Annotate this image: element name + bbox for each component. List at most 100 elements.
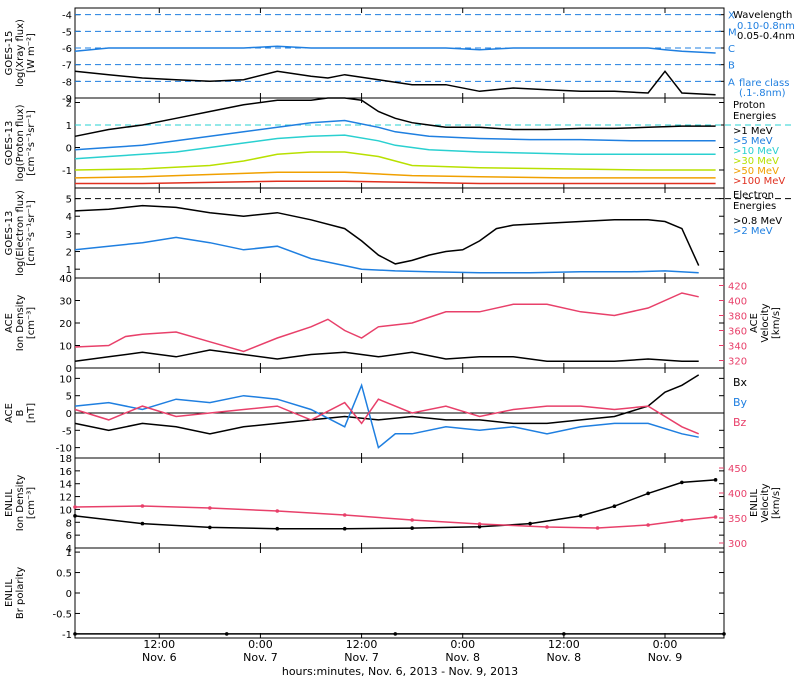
series-line [74, 171, 716, 179]
x-tick-date-label: Nov. 7 [243, 651, 278, 664]
y-axis-label: ENLIL [4, 489, 15, 517]
y-tick-label: 10 [59, 374, 72, 385]
x-tick-date-label: Nov. 7 [344, 651, 379, 664]
panel-goes15-xray: -9 -8 -7 -6 -5 -4 GOES-15 log(Xray flux) [W m⁻²]… [4, 7, 795, 105]
y-axis-right-label: ENLIL [749, 489, 760, 517]
panel-goes13-proton: -1 0 1 2 GOES-13 log(Proton flux) [cm⁻²s⁻¹sr⁻¹… [4, 97, 794, 189]
data-point [208, 525, 212, 530]
y-tick-label: 30 [59, 297, 72, 308]
data-point [342, 513, 347, 517]
series-line [74, 374, 700, 435]
legend-entry: >50 MeV [733, 166, 779, 177]
y-tick-label: 18 [59, 454, 72, 465]
y-axis-label: GOES-13 [4, 211, 15, 256]
series-line [74, 70, 716, 96]
x-tick-label: 0:00 [653, 638, 678, 651]
series-line [74, 119, 716, 151]
y-right-tick-label: 400 [728, 489, 747, 500]
y-axis-label: GOES-15 [4, 31, 15, 76]
flare-class-label: B [728, 61, 735, 72]
x-tick-date-label: Nov. 8 [445, 651, 480, 664]
y-axis-label: [cm⁻³] [26, 307, 37, 339]
y-tick-label: 40 [59, 274, 72, 285]
legend-title: Wavelength [733, 10, 792, 21]
series-line [74, 134, 716, 160]
legend-entry: Bz [733, 416, 747, 429]
y-axis-right-label: ACE [749, 313, 760, 333]
y-axis-label: ACE [4, 403, 15, 423]
x-tick-label: 0:00 [450, 638, 475, 651]
data-point [713, 478, 718, 482]
y-tick-label: -9 [62, 94, 72, 105]
series-line [74, 151, 716, 171]
y-tick-label: 0 [66, 144, 72, 155]
y-tick-label: 16 [59, 467, 72, 478]
legend-entry: >2 MeV [733, 226, 773, 237]
y-axis-label: Br polarity [15, 567, 26, 619]
y-axis-label: log(Proton flux) [15, 104, 26, 181]
legend-title: Electron [733, 190, 774, 201]
x-tick-date-label: Nov. 9 [648, 651, 683, 664]
data-point [680, 518, 684, 523]
y-tick-label: -10 [56, 444, 72, 455]
y-axis-label: [nT] [26, 403, 37, 423]
y-tick-label: 1 [66, 265, 72, 276]
panel-goes13-electron: 1 2 3 4 5 GOES-13 log(Electron flux) [cm⁻²s⁻¹sr… [4, 187, 794, 279]
panel-frame [74, 7, 725, 99]
y-tick-label: 3 [66, 230, 72, 241]
y-tick-label: -1 [62, 630, 72, 641]
panel-frame [74, 457, 725, 549]
data-point [722, 632, 726, 636]
y-tick-label: 1 [66, 548, 72, 559]
x-tick-date-label: Nov. 6 [142, 651, 177, 664]
y-tick-label: -4 [62, 11, 72, 22]
data-point [73, 514, 77, 518]
legend-title: Energies [733, 201, 776, 212]
y-tick-label: 5 [66, 195, 72, 206]
y-right-tick-label: 320 [728, 357, 747, 368]
y-right-tick-label: 350 [728, 514, 747, 525]
y-axis-label: [W m⁻²] [26, 33, 37, 73]
y-axis-right-label: [km/s] [771, 307, 782, 339]
legend-note: (.1-.8nm) [739, 88, 786, 99]
flare-class-label: X [728, 11, 735, 22]
x-tick-label: 12:00 [143, 638, 175, 651]
y-tick-label: 0.5 [56, 569, 72, 580]
data-point [646, 523, 650, 527]
y-tick-label: 0 [66, 364, 72, 375]
legend-entry: Bx [733, 376, 748, 389]
legend-entry: >100 MeV [733, 176, 785, 187]
y-axis-label: [cm⁻³] [26, 487, 37, 519]
y-right-tick-label: 300 [728, 539, 747, 550]
x-tick-date-label: Nov. 8 [547, 651, 582, 664]
legend-entry: >5 MeV [733, 136, 773, 147]
y-right-tick-label: 380 [728, 312, 747, 323]
series-line [74, 204, 700, 266]
y-axis-label: ACE [4, 313, 15, 333]
y-tick-label: 5 [66, 392, 72, 403]
y-axis-label: ENLIL [4, 579, 15, 607]
data-point [578, 514, 583, 518]
data-point [275, 509, 280, 513]
x-tick-label: 12:00 [548, 638, 580, 651]
series-line [74, 97, 716, 138]
y-axis-right-label: Velocity [760, 483, 771, 522]
y-tick-label: 6 [66, 531, 72, 542]
data-point [680, 480, 684, 485]
legend-entry: >10 MeV [733, 146, 779, 157]
series-line [74, 292, 699, 353]
y-tick-label: 14 [59, 480, 72, 491]
series-line [74, 349, 699, 363]
y-tick-label: 0 [66, 409, 72, 420]
y-axis-right-label: Velocity [760, 303, 771, 342]
legend-entry: >30 MeV [733, 156, 779, 167]
legend-entry: 0.10-0.8nm [737, 21, 795, 32]
panel-enlil-polarity: -1 -0.5 0 0.5 1 ENLIL Br polarity [4, 547, 726, 641]
data-point [545, 525, 549, 529]
data-point [275, 526, 280, 531]
flare-class-label: M [728, 27, 737, 38]
y-right-tick-label: 420 [728, 282, 747, 293]
data-point [410, 518, 414, 522]
